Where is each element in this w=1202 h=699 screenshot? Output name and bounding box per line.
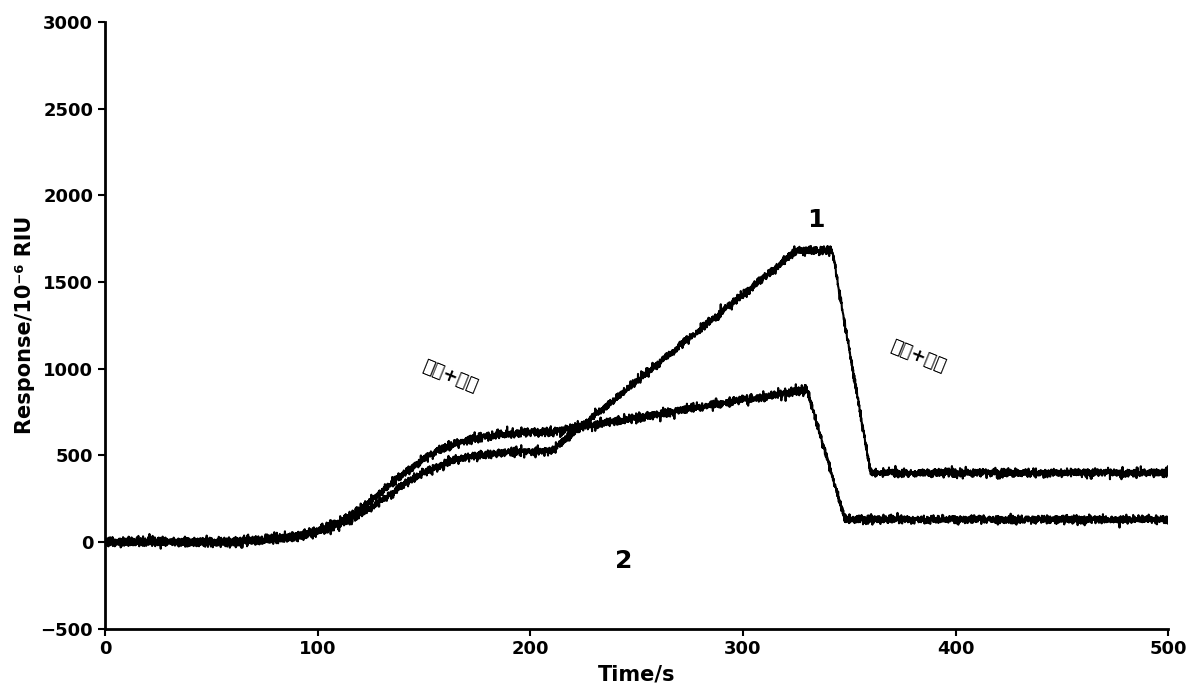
X-axis label: Time/s: Time/s <box>597 664 676 684</box>
Text: 结合+催化: 结合+催化 <box>419 356 481 395</box>
Text: 2: 2 <box>615 549 632 573</box>
Text: 解离+催化: 解离+催化 <box>887 338 948 376</box>
Text: 1: 1 <box>807 208 825 231</box>
Y-axis label: Response/10⁻⁶ RIU: Response/10⁻⁶ RIU <box>14 216 35 435</box>
